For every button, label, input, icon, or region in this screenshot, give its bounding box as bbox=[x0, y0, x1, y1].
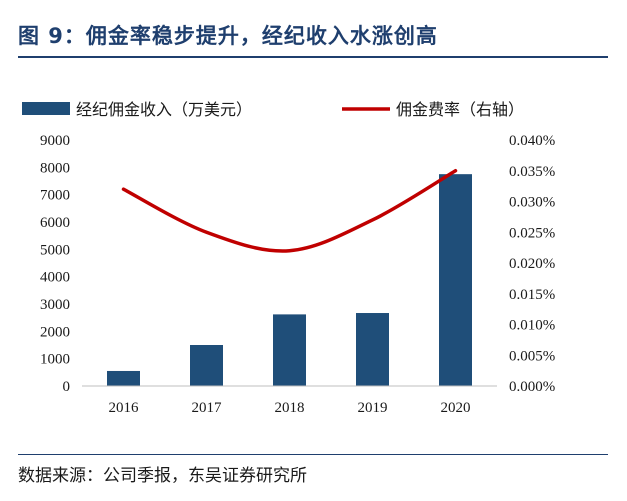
y-right-tick-label: 0.040% bbox=[509, 133, 555, 149]
legend-line-label: 佣金费率（右轴） bbox=[396, 100, 524, 119]
y-left-tick-label: 2000 bbox=[40, 324, 70, 340]
y-right-tick-label: 0.025% bbox=[509, 225, 555, 241]
x-tick-label: 2019 bbox=[358, 400, 388, 416]
x-tick-label: 2016 bbox=[109, 400, 140, 416]
y-right-tick-label: 0.020% bbox=[509, 256, 555, 272]
y-right-tick-label: 0.015% bbox=[509, 287, 555, 303]
y-right-tick-label: 0.010% bbox=[509, 318, 555, 334]
y-left-tick-label: 4000 bbox=[40, 270, 70, 286]
source-note: 数据来源：公司季报，东吴证券研究所 bbox=[18, 466, 307, 486]
y-left-tick-label: 1000 bbox=[40, 352, 70, 368]
y-left-tick-label: 6000 bbox=[40, 215, 70, 231]
y-left-tick-label: 7000 bbox=[40, 188, 70, 204]
y-right-tick-label: 0.030% bbox=[509, 195, 555, 211]
y-left-tick-label: 5000 bbox=[40, 242, 70, 258]
x-tick-label: 2020 bbox=[441, 400, 471, 416]
bar bbox=[356, 313, 389, 386]
y-right-tick-label: 0.005% bbox=[509, 348, 555, 364]
series-line bbox=[121, 169, 458, 253]
y-left-tick-label: 8000 bbox=[40, 160, 70, 176]
x-tick-label: 2017 bbox=[192, 400, 223, 416]
bar bbox=[273, 314, 306, 386]
y-right-tick-label: 0.035% bbox=[509, 164, 555, 180]
x-tick-label: 2018 bbox=[275, 400, 305, 416]
y-right-tick-label: 0.000% bbox=[509, 379, 555, 395]
legend-bar-label: 经纪佣金收入（万美元） bbox=[76, 100, 252, 119]
bar bbox=[107, 370, 140, 386]
source-rule bbox=[18, 454, 608, 455]
bar bbox=[190, 345, 223, 386]
y-left-tick-label: 9000 bbox=[40, 133, 70, 149]
figure-title: 图 9：佣金率稳步提升，经纪收入水涨创高 bbox=[18, 24, 438, 48]
bar bbox=[439, 174, 472, 386]
title-rule bbox=[18, 56, 608, 58]
y-left-tick-label: 3000 bbox=[40, 297, 70, 313]
legend-bar-swatch bbox=[22, 102, 70, 115]
y-left-tick-label: 0 bbox=[63, 379, 71, 395]
